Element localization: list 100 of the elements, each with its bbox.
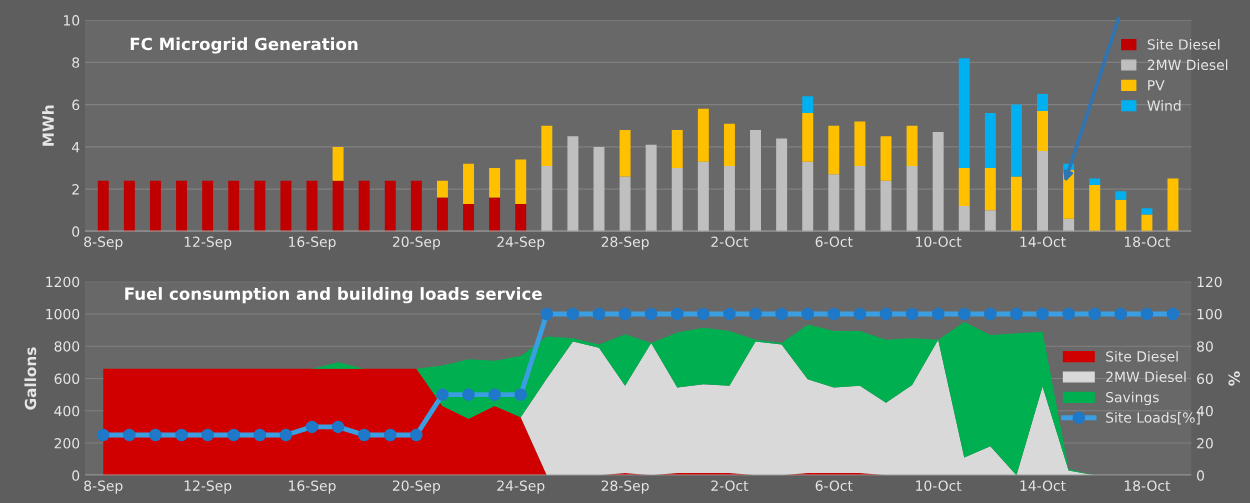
legend-label: 2MW Diesel	[1106, 371, 1186, 383]
bar	[723, 165, 735, 232]
bar	[1037, 151, 1049, 232]
point	[723, 307, 736, 321]
y-tick-label: 10	[63, 15, 80, 26]
point	[1140, 307, 1154, 321]
y2-axis-title: %	[1228, 371, 1240, 386]
x-tick-label: 8-Sep	[84, 480, 123, 494]
point	[331, 420, 345, 434]
bar	[358, 180, 370, 232]
bar	[410, 180, 422, 232]
bar	[489, 168, 501, 198]
bar	[1115, 199, 1127, 232]
point	[462, 388, 475, 401]
y-tick-label: 2	[72, 184, 79, 195]
point	[279, 428, 293, 442]
x-tick-label: 18-Oct	[1124, 480, 1171, 491]
legend-label: PV	[1148, 80, 1165, 91]
bar	[671, 129, 683, 168]
x-tick-label: 8-Sep	[84, 236, 123, 250]
bar	[697, 161, 709, 232]
point	[879, 307, 893, 321]
point	[436, 388, 449, 401]
bar	[906, 165, 918, 232]
bar	[984, 168, 996, 211]
x-tick-label: 6-Oct	[815, 236, 853, 247]
legend-label: 2MW Diesel	[1147, 59, 1228, 71]
legend-label: Site Diesel	[1106, 350, 1178, 362]
bar	[541, 125, 553, 166]
bar	[436, 180, 448, 198]
x-tick-label: 20-Sep	[392, 480, 441, 494]
x-tick-label: 28-Sep	[601, 236, 649, 250]
x-tick-label: 2-Oct	[711, 480, 749, 491]
point	[253, 428, 267, 442]
bar	[1010, 176, 1022, 232]
point	[1114, 307, 1128, 321]
point	[357, 428, 371, 442]
bar	[1141, 214, 1153, 232]
bar	[1063, 218, 1075, 232]
x-tick-label: 2-Oct	[711, 236, 749, 247]
x-tick-label: 6-Oct	[815, 480, 853, 491]
point	[618, 307, 632, 321]
x-tick-label: 16-Sep	[289, 480, 336, 494]
point	[905, 307, 919, 321]
bar	[776, 138, 788, 232]
x-tick-label: 24-Sep	[497, 236, 545, 250]
y2-tick-label: 100	[1197, 308, 1222, 320]
y-tick-label: 0	[72, 470, 80, 481]
y2-tick-label: 0	[1197, 470, 1205, 481]
y2-tick-label: 120	[1197, 276, 1222, 288]
y-tick-label: 6	[72, 99, 80, 111]
point	[1010, 307, 1023, 321]
bar	[697, 108, 709, 162]
point	[566, 307, 580, 321]
point	[149, 428, 162, 442]
point	[853, 307, 867, 321]
bar	[567, 136, 579, 232]
bar	[1010, 104, 1022, 177]
bar	[984, 113, 996, 168]
point	[984, 307, 997, 321]
bar	[854, 121, 866, 166]
point	[958, 307, 971, 321]
bar	[463, 163, 475, 204]
y-tick-label: 0	[72, 226, 80, 237]
bar	[306, 180, 318, 232]
bar	[750, 129, 762, 232]
x-tick-label: 16-Sep	[289, 236, 336, 250]
bar	[541, 165, 553, 232]
y-tick-label: 4	[71, 142, 80, 153]
point	[305, 420, 319, 434]
bar	[332, 180, 344, 232]
x-tick-label: 12-Sep	[184, 480, 232, 494]
bar	[1115, 191, 1127, 200]
bar	[984, 210, 996, 232]
bar	[906, 125, 918, 166]
point	[644, 307, 658, 321]
y-axis-title: Gallons	[24, 347, 37, 410]
bar	[1037, 94, 1049, 111]
x-tick-label: 12-Sep	[184, 236, 232, 250]
bar	[228, 180, 240, 232]
point	[514, 388, 527, 401]
point	[227, 428, 240, 442]
bar	[97, 180, 109, 232]
y-tick-label: 8	[72, 57, 80, 68]
bar	[1167, 178, 1179, 232]
point	[1166, 307, 1180, 321]
point	[1036, 307, 1049, 321]
point	[749, 307, 762, 321]
bar	[828, 174, 840, 232]
bar	[1037, 110, 1049, 152]
point	[775, 307, 788, 321]
x-tick-label: 14-Oct	[1020, 236, 1066, 247]
point	[201, 428, 214, 442]
bar	[149, 180, 161, 232]
y2-tick-label: 60	[1197, 373, 1213, 384]
bar	[802, 113, 814, 162]
y-tick-label: 400	[54, 405, 80, 417]
x-tick-label: 14-Oct	[1020, 480, 1066, 491]
x-tick-label: 20-Sep	[392, 236, 441, 250]
text: FC Microgrid Generation	[130, 37, 358, 54]
